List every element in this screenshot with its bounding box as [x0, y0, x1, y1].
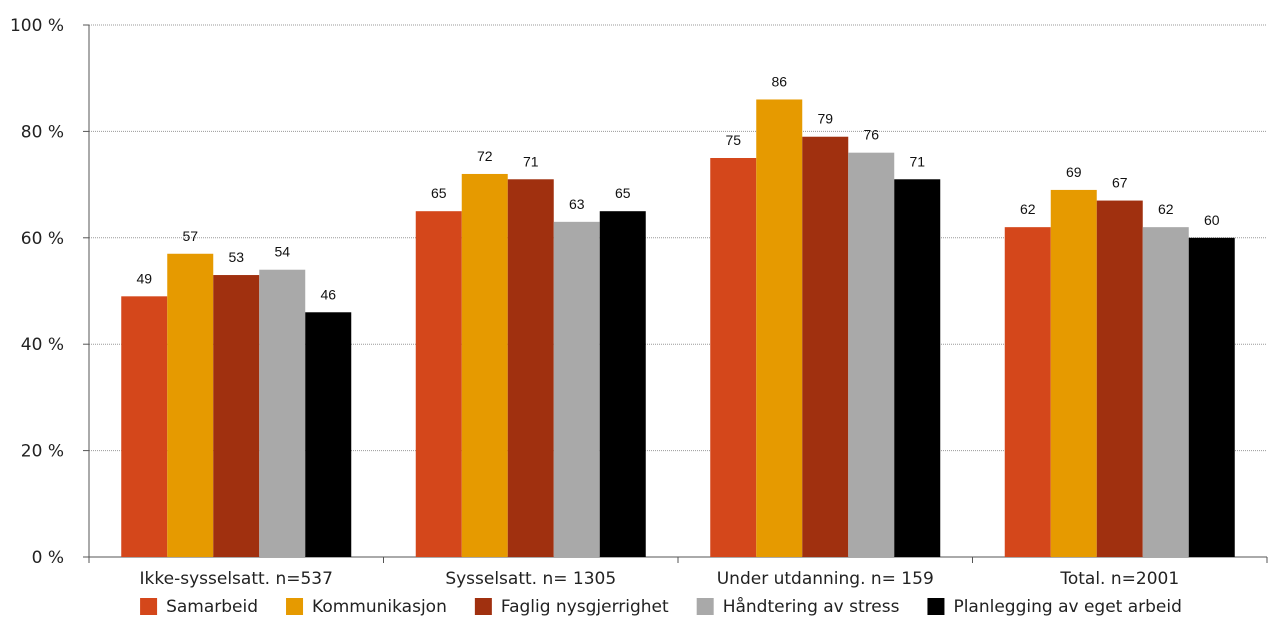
data-label: 75	[725, 132, 741, 148]
data-label: 54	[274, 244, 290, 260]
bar	[305, 312, 352, 557]
x-axis-categories: Ikke-sysselsatt. n=537 Sysselsatt. n= 130…	[88, 557, 1268, 589]
bar	[1142, 227, 1189, 557]
x-category-label: Total. n=2001	[1059, 569, 1179, 589]
bar	[461, 173, 508, 557]
data-label: 49	[136, 270, 152, 286]
legend: Samarbeid Kommunikasjon Faglig nysgjerrigh…	[140, 596, 1182, 617]
y-tick-label: 20 %	[21, 442, 64, 462]
data-label: 71	[909, 153, 925, 169]
x-category-label: Sysselsatt. n= 1305	[445, 569, 616, 589]
bar	[1004, 227, 1051, 557]
bar	[710, 158, 757, 557]
bar	[1188, 237, 1235, 558]
bar	[259, 269, 306, 557]
data-label: 65	[431, 185, 447, 201]
x-category-label: Ikke-sysselsatt. n=537	[140, 569, 333, 589]
y-axis-ticks: 0 % 20 % 40 % 60 % 80 % 100 %	[10, 16, 89, 568]
bar	[121, 296, 168, 557]
data-label: 65	[615, 185, 631, 201]
data-label: 79	[817, 111, 833, 127]
bar	[1096, 200, 1143, 557]
data-label: 63	[569, 196, 585, 212]
y-tick-label: 80 %	[21, 122, 64, 142]
y-tick-label: 40 %	[21, 335, 64, 355]
legend-swatch	[474, 598, 492, 615]
bar	[415, 211, 462, 557]
data-label: 69	[1066, 164, 1082, 180]
bar	[848, 152, 895, 557]
legend-label: Håndtering av stress	[723, 596, 900, 617]
legend-label: Kommunikasjon	[312, 597, 447, 617]
y-tick-label: 60 %	[21, 229, 64, 249]
bar	[553, 221, 600, 557]
data-label: 62	[1158, 201, 1174, 217]
bar	[894, 179, 941, 557]
y-tick-label: 0 %	[32, 548, 64, 568]
data-label: 53	[228, 249, 244, 265]
data-label: 76	[863, 127, 879, 143]
data-label: 60	[1204, 212, 1220, 228]
bar	[167, 253, 214, 557]
legend-swatch	[927, 598, 945, 615]
bar	[802, 136, 849, 557]
bar	[756, 99, 803, 557]
data-label: 86	[771, 73, 787, 89]
x-category-label: Under utdanning. n= 159	[717, 569, 934, 589]
y-tick-label: 100 %	[10, 16, 64, 36]
data-label: 72	[477, 148, 493, 164]
legend-swatch	[140, 598, 158, 615]
bar	[213, 275, 260, 557]
legend-swatch	[286, 598, 304, 615]
legend-label: Planlegging av eget arbeid	[953, 597, 1181, 617]
legend-label: Faglig nysgjerrighet	[501, 597, 669, 617]
data-label: 71	[523, 153, 539, 169]
data-label: 62	[1020, 201, 1036, 217]
data-label: 46	[320, 286, 336, 302]
legend-label: Samarbeid	[166, 597, 258, 617]
bar	[1050, 189, 1097, 558]
data-label: 67	[1112, 175, 1128, 191]
legend-swatch	[696, 598, 714, 615]
data-label: 57	[182, 228, 198, 244]
bar	[507, 179, 554, 557]
bars: 49 57 53 54 46 65 72 71 63 65 75 86 79 76 71 62 69 67 62 60	[121, 73, 1235, 558]
bar	[599, 211, 646, 557]
